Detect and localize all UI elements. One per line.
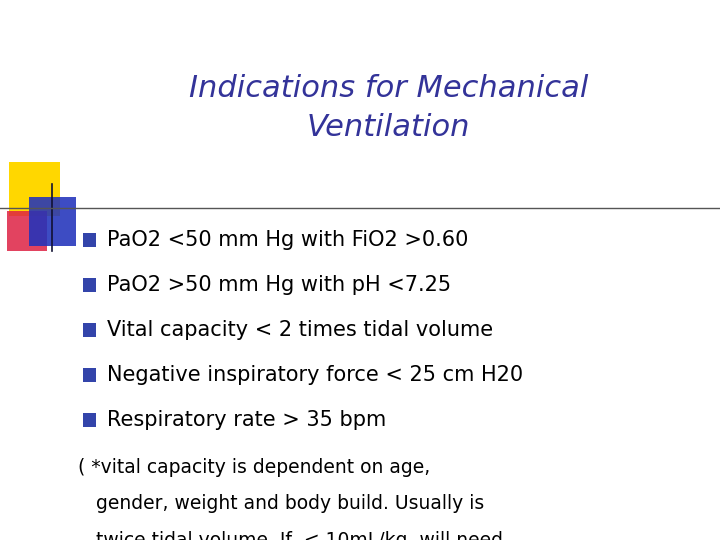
Bar	[9, 162, 60, 216]
Text: twice tidal volume. If  < 10mL/kg, will need: twice tidal volume. If < 10mL/kg, will n…	[78, 531, 503, 540]
Bar	[83, 413, 96, 427]
Bar	[7, 211, 47, 251]
Text: PaO2 <50 mm Hg with FiO2 >0.60: PaO2 <50 mm Hg with FiO2 >0.60	[107, 230, 468, 251]
Bar	[83, 368, 96, 382]
Text: Respiratory rate > 35 bpm: Respiratory rate > 35 bpm	[107, 409, 386, 430]
Text: PaO2 >50 mm Hg with pH <7.25: PaO2 >50 mm Hg with pH <7.25	[107, 275, 451, 295]
Bar	[83, 278, 96, 292]
Text: Negative inspiratory force < 25 cm H20: Negative inspiratory force < 25 cm H20	[107, 364, 523, 385]
Bar	[29, 197, 76, 246]
Text: ( *vital capacity is dependent on age,: ( *vital capacity is dependent on age,	[78, 457, 430, 477]
Text: Indications for Mechanical
Ventilation: Indications for Mechanical Ventilation	[189, 75, 588, 141]
Bar	[83, 323, 96, 337]
Text: gender, weight and body build. Usually is: gender, weight and body build. Usually i…	[78, 494, 484, 514]
Bar	[83, 233, 96, 247]
Text: Vital capacity < 2 times tidal volume: Vital capacity < 2 times tidal volume	[107, 320, 492, 340]
